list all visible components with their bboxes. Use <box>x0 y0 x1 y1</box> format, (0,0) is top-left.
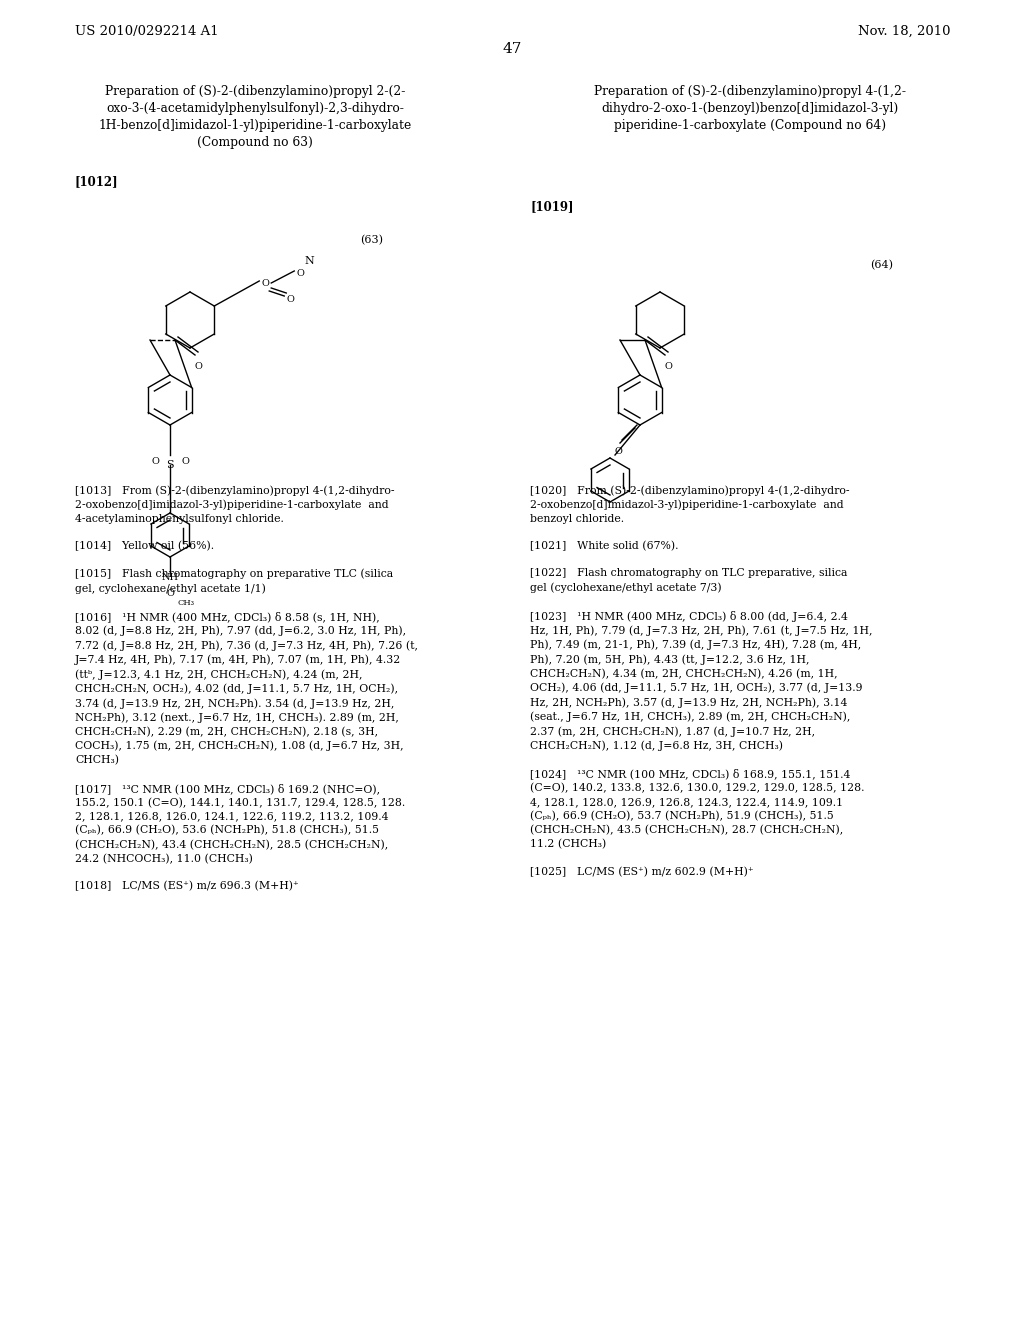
Text: S: S <box>166 459 174 470</box>
Text: Preparation of (S)-2-(dibenzylamino)propyl 4-(1,2-
dihydro-2-oxo-1-(benzoyl)benz: Preparation of (S)-2-(dibenzylamino)prop… <box>594 84 906 132</box>
Text: O: O <box>195 362 202 371</box>
Text: [1020] From (S)-2-(dibenzylamino)propyl 4-(1,2-dihydro-
2-oxobenzo[d]imidazol-3-: [1020] From (S)-2-(dibenzylamino)propyl … <box>530 484 872 876</box>
Text: O: O <box>296 268 304 277</box>
Text: CH₃: CH₃ <box>178 599 195 607</box>
Text: NH: NH <box>162 573 178 582</box>
Text: O: O <box>664 362 672 371</box>
Text: O: O <box>287 294 294 304</box>
Text: N: N <box>304 256 314 267</box>
Text: O: O <box>166 589 174 598</box>
Text: [1019]: [1019] <box>530 201 573 213</box>
Text: O: O <box>614 447 622 455</box>
Text: Preparation of (S)-2-(dibenzylamino)propyl 2-(2-
oxo-3-(4-acetamidylphenylsulfon: Preparation of (S)-2-(dibenzylamino)prop… <box>98 84 412 149</box>
Text: [1012]: [1012] <box>75 176 119 187</box>
Text: (64): (64) <box>870 260 893 271</box>
Text: O: O <box>152 457 159 466</box>
Text: US 2010/0292214 A1: US 2010/0292214 A1 <box>75 25 219 38</box>
Text: O: O <box>261 279 269 288</box>
Text: O: O <box>181 457 189 466</box>
Text: Nov. 18, 2010: Nov. 18, 2010 <box>857 25 950 38</box>
Text: [1013] From (S)-2-(dibenzylamino)propyl 4-(1,2-dihydro-
2-oxobenzo[d]imidazol-3-: [1013] From (S)-2-(dibenzylamino)propyl … <box>75 484 418 891</box>
Text: 47: 47 <box>503 42 521 55</box>
Text: (63): (63) <box>360 235 383 246</box>
